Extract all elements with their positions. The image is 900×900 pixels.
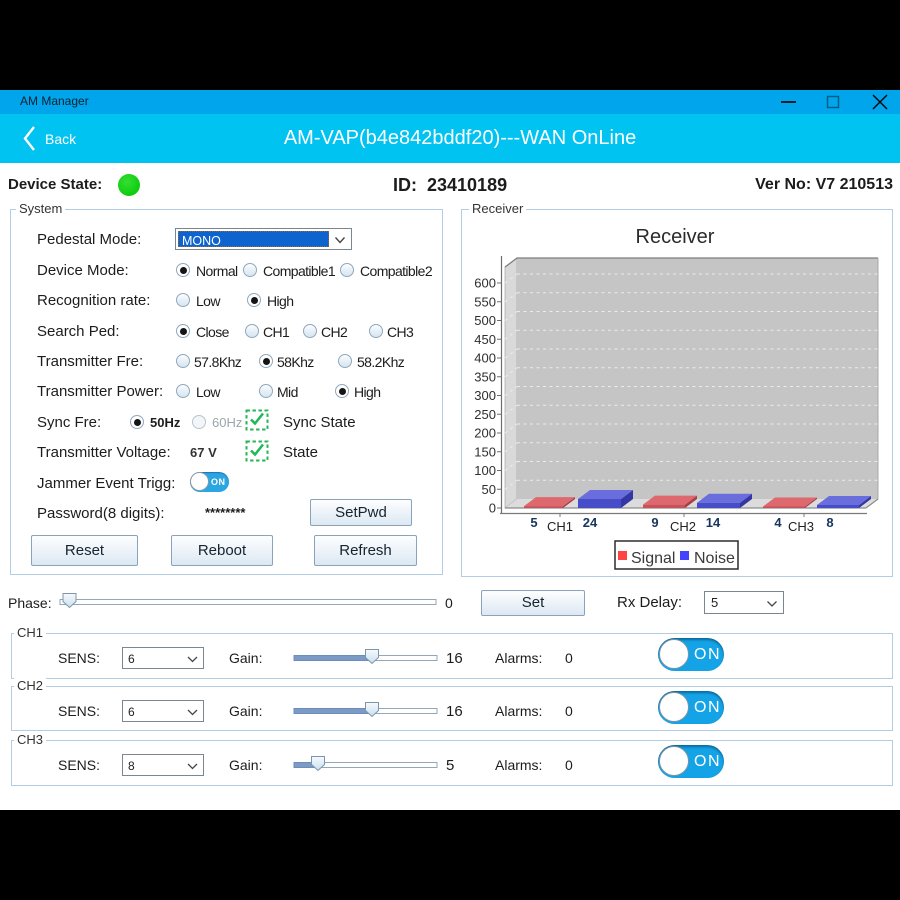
svg-text:0: 0 [489,501,496,516]
svg-text:350: 350 [474,369,496,384]
svg-text:300: 300 [474,388,496,403]
svg-text:200: 200 [474,426,496,441]
svg-text:500: 500 [474,313,496,328]
svg-text:8: 8 [826,515,833,530]
svg-text:250: 250 [474,407,496,422]
svg-text:CH2: CH2 [670,519,696,534]
svg-text:4: 4 [774,515,782,530]
svg-text:150: 150 [474,444,496,459]
svg-text:CH1: CH1 [547,519,573,534]
svg-text:100: 100 [474,463,496,478]
svg-text:600: 600 [474,276,496,291]
svg-text:5: 5 [530,515,537,530]
svg-text:50: 50 [482,482,496,497]
svg-text:9: 9 [651,515,658,530]
svg-text:550: 550 [474,294,496,309]
svg-text:400: 400 [474,351,496,366]
svg-text:Receiver: Receiver [636,226,715,248]
svg-text:Noise: Noise [694,550,735,567]
svg-text:24: 24 [583,515,598,530]
svg-text:450: 450 [474,332,496,347]
svg-text:Signal: Signal [631,550,675,567]
svg-text:CH3: CH3 [788,519,814,534]
svg-text:14: 14 [706,515,721,530]
